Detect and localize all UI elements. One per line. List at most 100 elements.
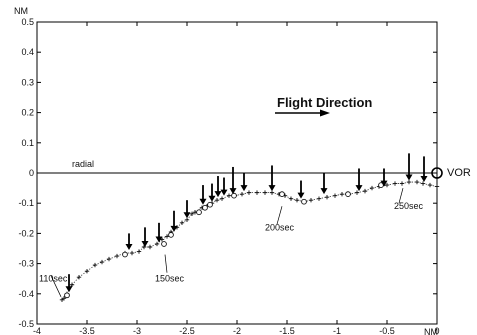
down-arrow: [320, 173, 328, 195]
track-point: [214, 197, 220, 203]
track-point: [288, 196, 294, 201]
track-point: [189, 211, 195, 216]
arrow-head: [199, 198, 207, 205]
circle-marker: [279, 191, 285, 197]
circle-marker: [122, 251, 128, 258]
x-tick-label: -2: [233, 326, 241, 335]
circle-marker: [64, 292, 70, 299]
arrow-head: [229, 188, 237, 195]
annotation-leader: [164, 254, 168, 273]
x-tick-label: -3: [133, 326, 141, 335]
time-annotation: 200sec: [265, 222, 295, 232]
arrow-head: [405, 174, 413, 181]
track-point: [92, 262, 98, 268]
circle-marker: [207, 201, 213, 208]
track-point: [246, 190, 252, 195]
annotation-leader: [276, 206, 283, 225]
down-arrow: [420, 156, 428, 183]
down-arrow: [380, 168, 388, 187]
track-segment: [138, 246, 145, 252]
track-point: [269, 190, 275, 195]
arrow-head: [208, 195, 216, 202]
y-tick-label: 0.5: [21, 17, 34, 27]
x-tick-label: -1.5: [279, 326, 295, 335]
track-point: [154, 241, 160, 247]
track-point: [69, 282, 75, 287]
down-arrow: [355, 168, 363, 192]
y-tick-label: 0.2: [21, 108, 34, 118]
track-point: [219, 196, 225, 201]
y-tick-label: 0.4: [21, 47, 34, 57]
circle-marker: [202, 204, 208, 211]
track-segment: [101, 258, 110, 263]
measurement-arrows: [65, 109, 428, 293]
circle-marker: [345, 191, 351, 197]
track-segment: [284, 195, 292, 200]
track-point: [226, 193, 232, 198]
y-tick-label: 0: [29, 168, 34, 178]
track-point: [399, 181, 405, 186]
track-point: [141, 244, 147, 250]
flight-direction-label: Flight Direction: [277, 95, 372, 110]
track-point: [354, 190, 360, 195]
track-point: [324, 194, 330, 200]
circle-markers: [64, 167, 443, 299]
track-point: [262, 190, 268, 195]
track-point: [392, 181, 398, 186]
y-tick-label: 0.1: [21, 138, 34, 148]
track-point: [427, 182, 433, 188]
y-tick-label: -0.3: [18, 259, 34, 269]
track-point: [184, 217, 190, 223]
arrow-head: [380, 180, 388, 187]
track-point: [406, 179, 412, 185]
circle-marker: [168, 232, 174, 238]
y-tick-label: -0.2: [18, 228, 34, 238]
track-segment: [364, 187, 373, 192]
vor-label: VOR: [447, 167, 471, 179]
x-unit-label: NM: [424, 327, 438, 335]
track-segment: [66, 284, 73, 294]
track-point: [316, 196, 322, 201]
circle-marker: [161, 241, 167, 247]
down-arrow: [240, 173, 248, 192]
arrow-head: [183, 212, 191, 219]
arrow-head: [125, 244, 133, 251]
track-point: [369, 185, 375, 191]
track-segment: [181, 219, 188, 224]
arrow-head: [420, 176, 428, 183]
track-point: [384, 182, 390, 188]
arrow-head: [141, 240, 149, 247]
down-arrow: [297, 180, 305, 199]
track-segment: [63, 293, 68, 299]
annotations: NM NM radial Flight Direction VOR 110sec…: [14, 6, 471, 335]
track-segment: [156, 239, 163, 245]
track-point: [136, 249, 142, 254]
arrow-head: [65, 286, 73, 293]
track-point: [294, 197, 300, 203]
arrow-head: [214, 191, 222, 198]
y-unit-label: NM: [14, 6, 28, 16]
time-annotation: 110sec: [39, 274, 68, 284]
track-segment: [94, 261, 103, 266]
arrow-head: [355, 185, 363, 192]
down-arrow: [229, 166, 237, 195]
track-point: [179, 220, 185, 226]
x-tick-label: -0.5: [379, 326, 395, 335]
flight-direction-arrow-head: [320, 109, 330, 117]
track-point: [84, 268, 90, 274]
down-arrow: [405, 153, 413, 181]
circle-marker: [196, 209, 202, 216]
y-tick-label: -0.5: [18, 319, 34, 329]
radial-label: radial: [72, 159, 94, 169]
down-arrow: [214, 176, 222, 198]
track-point: [434, 184, 440, 189]
down-arrow: [183, 200, 191, 219]
track-point: [332, 193, 338, 198]
x-tick-label: -3.5: [79, 326, 95, 335]
arrow-head: [268, 185, 276, 192]
down-arrow: [208, 183, 216, 202]
down-arrow: [125, 233, 133, 251]
tick-labels: -4 -3.5 -3 -2.5 -2 -1.5 -1 -0.5 0 0.5 0.4 0.3 0.2 0.1…: [18, 17, 439, 335]
track-point: [420, 181, 426, 186]
